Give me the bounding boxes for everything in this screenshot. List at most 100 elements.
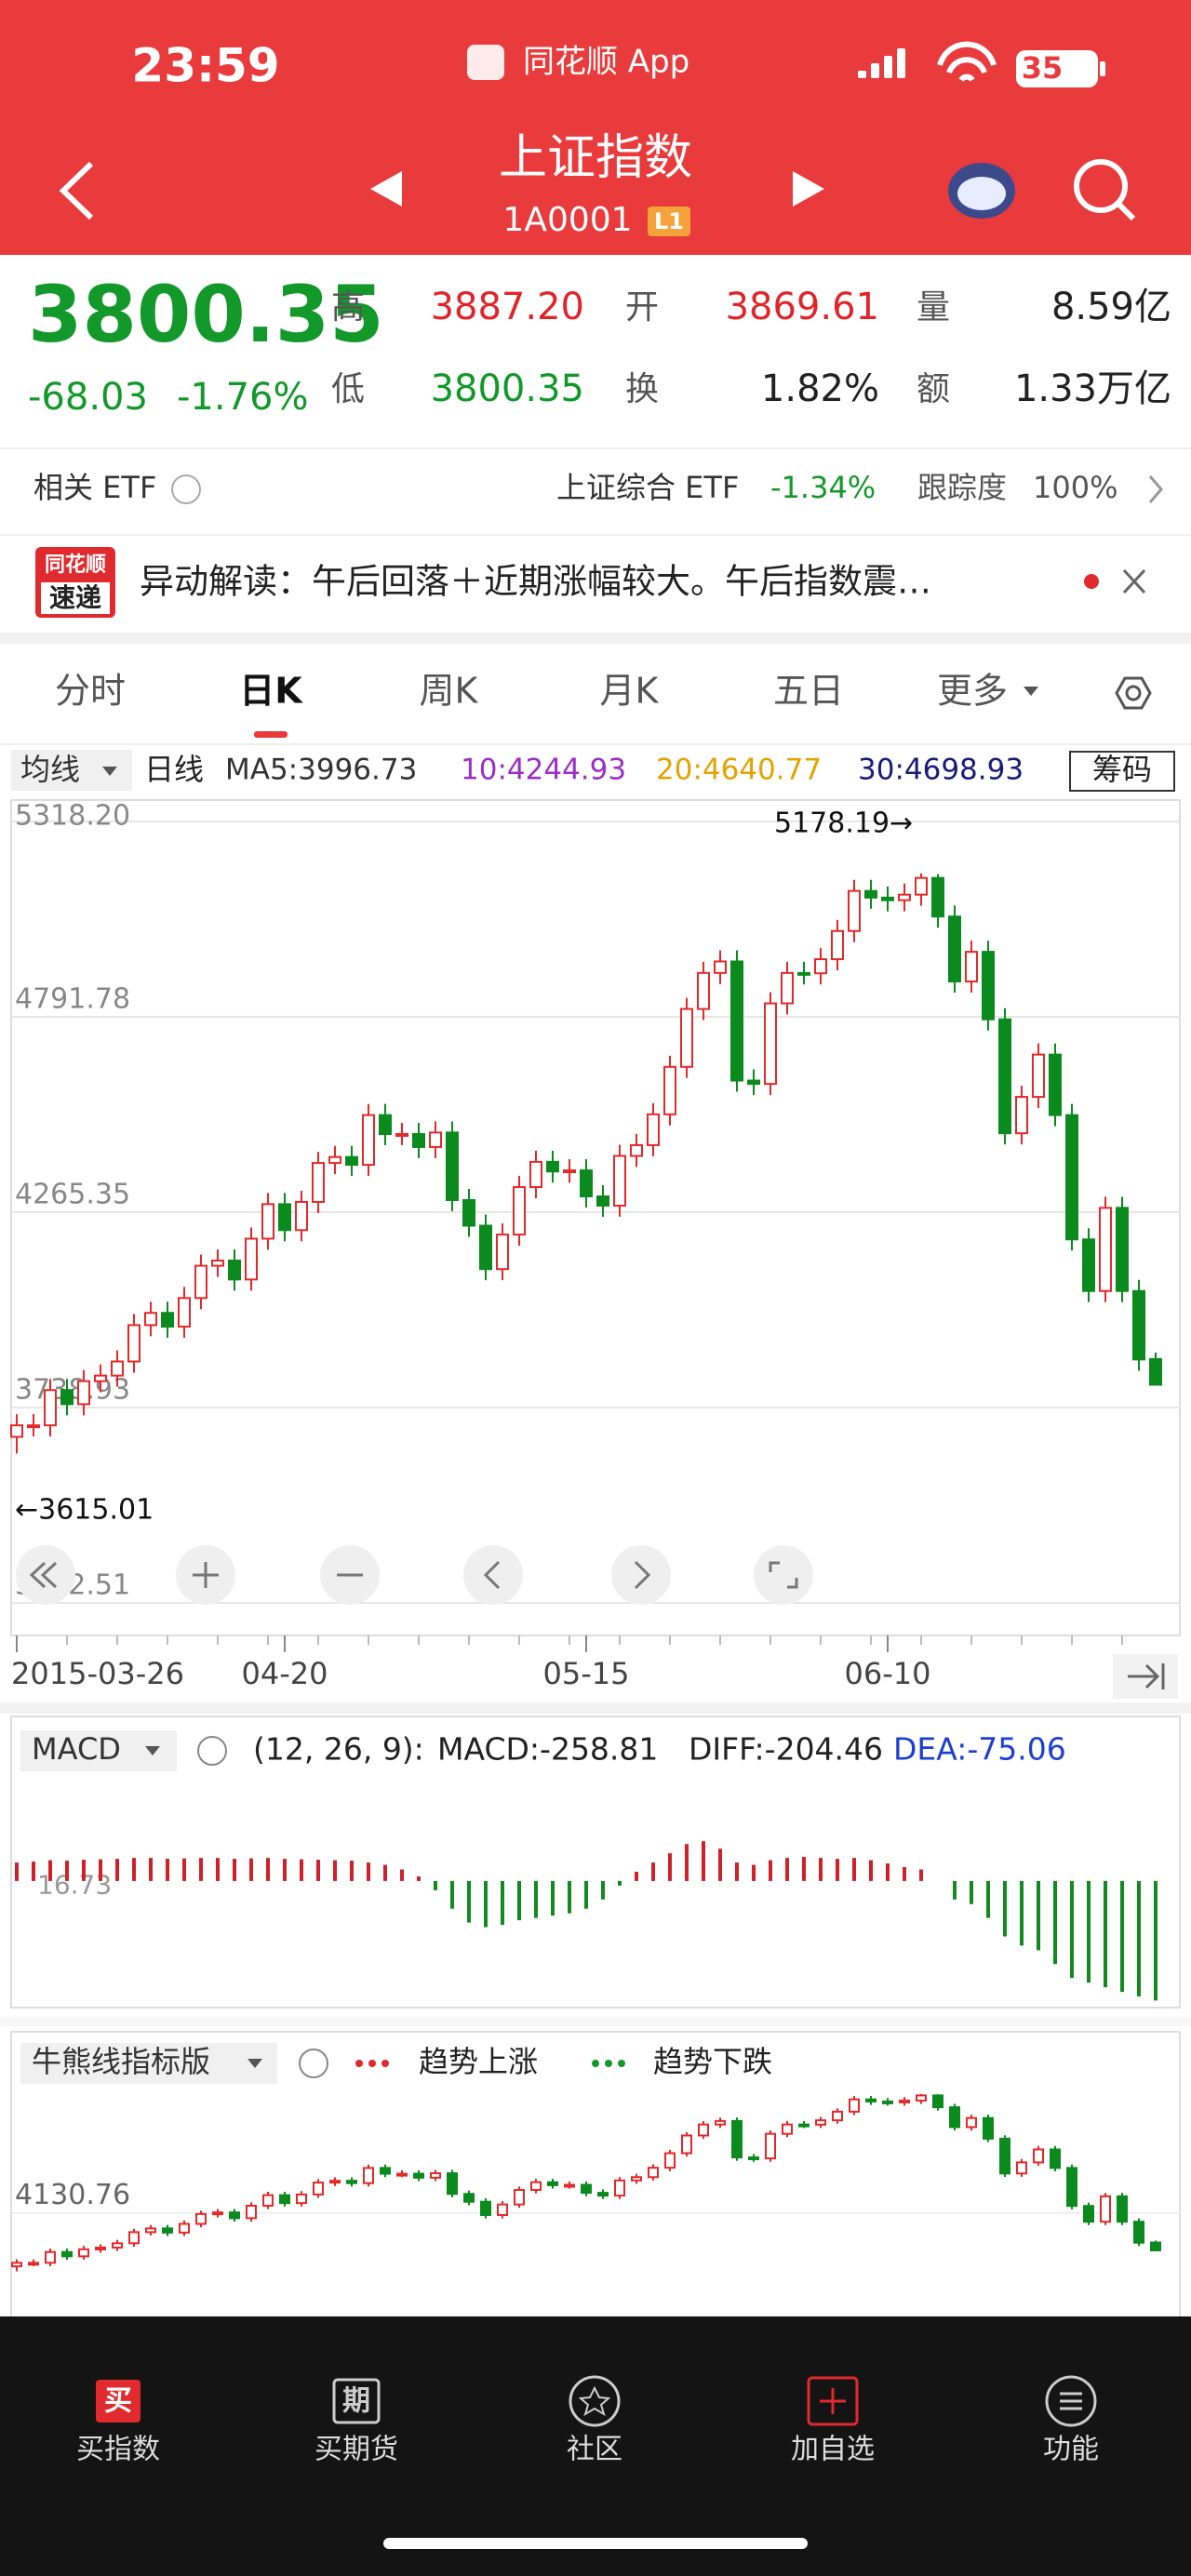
nav-icon[interactable] — [332, 2378, 381, 2424]
tab-underline — [254, 731, 288, 738]
etf-chevron[interactable] — [1148, 475, 1163, 503]
bull-candle-body — [1150, 2241, 1161, 2251]
change-pct: -1.76% — [177, 376, 309, 419]
prev-index[interactable] — [370, 171, 402, 207]
candle-body — [228, 1260, 241, 1281]
chart-control[interactable] — [463, 1545, 523, 1605]
bull-candle-body — [380, 2167, 391, 2175]
candle-body — [412, 1132, 425, 1148]
bull-candle-body — [396, 2172, 408, 2177]
chips-button[interactable] — [1069, 751, 1175, 792]
legend-dot — [368, 2060, 376, 2067]
control-icon — [634, 1560, 651, 1590]
nav-label[interactable]: 买期货 — [314, 2434, 398, 2466]
tab[interactable]: 月K — [600, 671, 660, 712]
etf-name[interactable]: 上证综合 ETF — [556, 470, 739, 505]
candle-body — [278, 1203, 291, 1232]
bull-candle-body — [1100, 2195, 1111, 2223]
bull-candle-body — [1050, 2148, 1061, 2169]
next-index[interactable] — [793, 171, 824, 207]
status-app: 同花顺 App — [523, 44, 689, 81]
candle-body — [697, 971, 710, 1010]
settings-icon[interactable] — [1115, 676, 1152, 710]
gap-band — [0, 2017, 1191, 2026]
x-tick-label: 2015-03-26 — [11, 1656, 184, 1691]
help-icon[interactable] — [171, 474, 201, 504]
help-icon[interactable] — [299, 2049, 328, 2078]
candle-body — [1065, 1114, 1078, 1241]
help-icon[interactable] — [197, 1736, 227, 1766]
search-handle — [1116, 201, 1136, 221]
candle-body — [663, 1065, 676, 1115]
candle-body — [714, 960, 727, 974]
nav-icon[interactable] — [1045, 2375, 1097, 2427]
candle-body — [446, 1131, 459, 1201]
bull-selector[interactable] — [20, 2043, 277, 2084]
search-icon[interactable] — [1074, 159, 1128, 213]
bull-candle-body — [882, 2100, 893, 2104]
candle-body — [965, 951, 978, 983]
nav-label[interactable]: 加自选 — [791, 2434, 875, 2466]
bull-candle-body — [832, 2110, 843, 2122]
bull-candle-body — [128, 2231, 140, 2245]
ma5: MA5:3996.73 — [225, 754, 417, 787]
macd-selector-label: MACD — [32, 1731, 121, 1767]
bull-candle-body — [262, 2194, 274, 2207]
macd-params: (12, 26, 9): — [253, 1731, 424, 1768]
candle-body — [395, 1132, 408, 1137]
bull-candle-body — [614, 2179, 625, 2197]
quote-field: 1.33万亿 — [1014, 367, 1171, 410]
tracking-label: 跟踪度 — [917, 470, 1007, 505]
close-news[interactable] — [1122, 568, 1146, 594]
page-title: 上证指数 — [499, 130, 692, 186]
bull-caret — [248, 2059, 262, 2068]
nav-label[interactable]: 社区 — [567, 2434, 622, 2466]
bull-selector-label: 牛熊线指标版 — [32, 2044, 210, 2079]
home-indicator — [383, 2538, 808, 2549]
gap-band — [0, 1702, 1191, 1714]
chart-control[interactable] — [754, 1545, 813, 1605]
candle-body — [1116, 1207, 1129, 1292]
candle-body — [546, 1160, 559, 1173]
chart-control[interactable] — [611, 1545, 671, 1605]
bull-candle-body — [999, 2137, 1010, 2175]
tab[interactable]: 周K — [420, 671, 479, 712]
back-button[interactable] — [59, 161, 94, 220]
quote-field: 额 — [917, 370, 950, 408]
nav-icon[interactable] — [569, 2375, 621, 2427]
bull-candle-body — [949, 2106, 960, 2129]
tab[interactable]: 更多 — [937, 671, 1008, 712]
bull-candle-body — [815, 2119, 826, 2126]
bull-tick-label: 4130.76 — [15, 2179, 130, 2211]
nav-label[interactable]: 功能 — [1043, 2434, 1099, 2466]
macd-frame — [10, 1715, 1181, 2009]
candle-body — [345, 1155, 358, 1167]
bull-candle-body — [346, 2180, 357, 2184]
quote-field: 量 — [917, 288, 950, 327]
candle-body — [429, 1131, 442, 1148]
signal-bar — [858, 71, 866, 78]
chips-label: 筹码 — [1092, 752, 1152, 787]
chart-control[interactable] — [16, 1545, 75, 1605]
bull-candle-body — [782, 2123, 793, 2135]
tab[interactable]: 分时 — [55, 671, 126, 712]
nav-icon[interactable] — [807, 2376, 859, 2426]
quote-field: 3869.61 — [726, 286, 879, 328]
candle-body — [328, 1155, 341, 1165]
news-text[interactable]: 异动解读：午后回落＋近期涨幅较大。午后指数震… — [140, 562, 931, 602]
bull-candle-body — [581, 2183, 592, 2195]
candle-body — [680, 1008, 693, 1068]
bull-candle-body — [45, 2250, 56, 2264]
tab[interactable]: 五日 — [773, 671, 844, 712]
bull-candle-body — [195, 2212, 207, 2225]
tab[interactable]: 日K — [239, 671, 303, 712]
nav-icon-text: 期 — [342, 2385, 370, 2418]
candle-body — [312, 1162, 325, 1203]
nav-label[interactable]: 买指数 — [76, 2434, 160, 2466]
candle-body — [831, 929, 844, 961]
assistant-face — [957, 177, 1006, 210]
candle-body — [479, 1224, 492, 1271]
candle-body — [60, 1389, 74, 1406]
candle-body — [747, 1079, 760, 1086]
nav-icon[interactable] — [96, 2380, 141, 2423]
